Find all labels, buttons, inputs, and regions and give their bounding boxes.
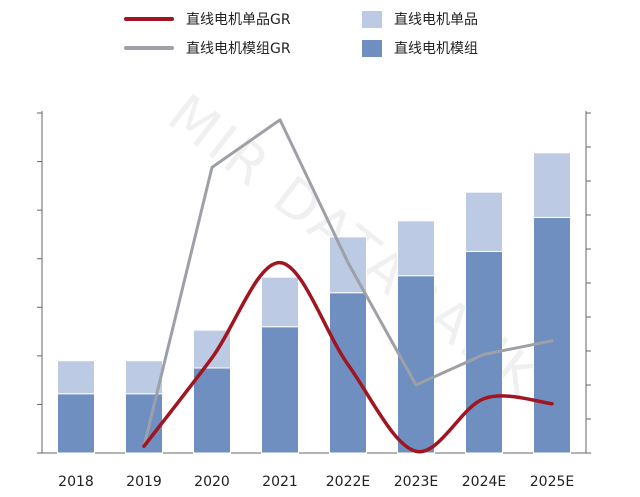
x-tick-label: 2021 <box>262 474 298 490</box>
bar-module <box>533 216 571 454</box>
legend-swatch-single-gr <box>124 17 174 21</box>
bar-module <box>193 367 231 454</box>
legend-swatch-single <box>362 10 382 28</box>
legend-swatch-module <box>362 39 382 57</box>
x-tick-label: 2024E <box>462 474 506 490</box>
bar-single <box>57 360 95 395</box>
bar-single <box>125 360 163 395</box>
legend-item-module: 直线电机模组 <box>362 38 478 58</box>
legend-label-module: 直线电机模组 <box>394 41 478 57</box>
bar-module <box>329 292 367 454</box>
legend-item-single: 直线电机单品 <box>362 9 478 29</box>
legend-item-module-gr: 直线电机模组GR <box>124 38 291 58</box>
legend-label-single-gr: 直线电机单品GR <box>186 12 291 28</box>
bar-single <box>533 152 571 218</box>
bar-single <box>465 191 503 252</box>
bar-single <box>261 276 299 328</box>
bar-module <box>57 393 95 454</box>
bar-single <box>397 220 435 277</box>
legend-label-single: 直线电机单品 <box>394 12 478 28</box>
x-tick-label: 2025E <box>530 474 574 490</box>
line-single-gr <box>142 260 554 454</box>
bar-module <box>261 326 299 454</box>
line-module-gr <box>142 118 554 448</box>
x-tick-label: 2020 <box>194 474 230 490</box>
x-tick-label: 2023E <box>394 474 438 490</box>
x-tick-label: 2019 <box>126 474 162 490</box>
legend-swatch-module-gr <box>124 46 174 50</box>
legend-item-single-gr: 直线电机单品GR <box>124 9 291 29</box>
x-tick-label: 2018 <box>58 474 94 490</box>
x-tick-label: 2022E <box>326 474 370 490</box>
legend-label-module-gr: 直线电机模组GR <box>186 41 291 57</box>
